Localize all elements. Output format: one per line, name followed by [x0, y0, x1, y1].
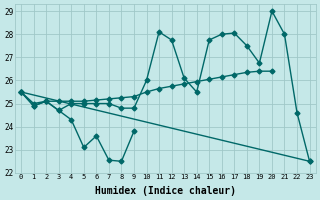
X-axis label: Humidex (Indice chaleur): Humidex (Indice chaleur) — [95, 186, 236, 196]
